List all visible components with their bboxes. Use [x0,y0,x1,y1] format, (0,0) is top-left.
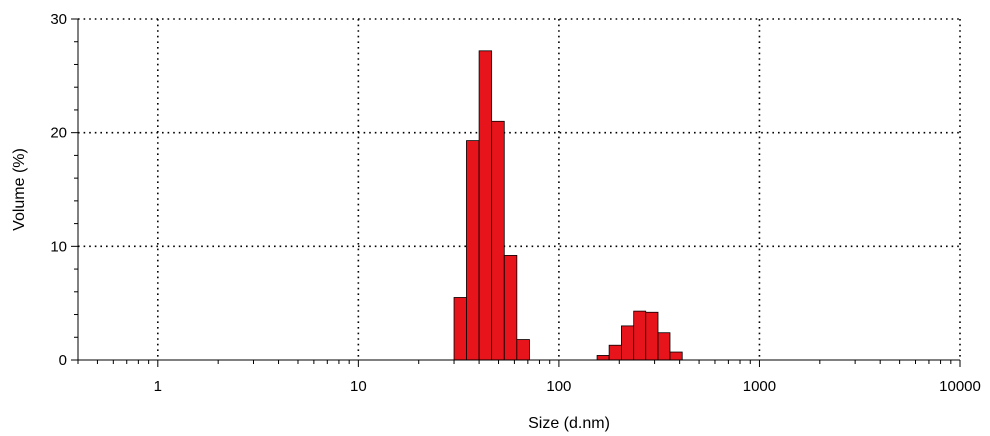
y-axis-title: Volume (%) [11,148,28,231]
y-tick-label: 10 [50,238,67,255]
histogram-bar [621,325,635,361]
y-tick-label: 20 [50,125,67,142]
histogram-bar [516,339,530,361]
histogram-bar [478,50,493,361]
x-tick-label: 100 [546,378,571,395]
histogram-bar [645,311,659,361]
x-tick-label: 1 [154,378,162,395]
histogram-bar [453,297,467,361]
histogram-bar [608,344,622,361]
histogram-bar [657,332,671,361]
histogram-bar [466,140,480,361]
x-tick-label: 1000 [743,378,776,395]
labels-layer: 0 10 20 30 1 10 100 1000 10000 [50,11,981,395]
histogram-bar [596,355,610,361]
axes-layer [71,18,961,367]
histogram-bar [669,351,683,361]
y-tick-label: 30 [50,11,67,28]
bars-layer [453,50,683,361]
x-tick-label: 10000 [939,378,981,395]
grid-layer [78,18,961,360]
y-tick-label: 0 [59,352,67,369]
x-tick-label: 10 [350,378,367,395]
histogram-bar [491,120,505,361]
histogram-bar [503,255,518,361]
histogram-bar [633,310,647,361]
x-axis-title: Size (d.nm) [528,415,610,432]
